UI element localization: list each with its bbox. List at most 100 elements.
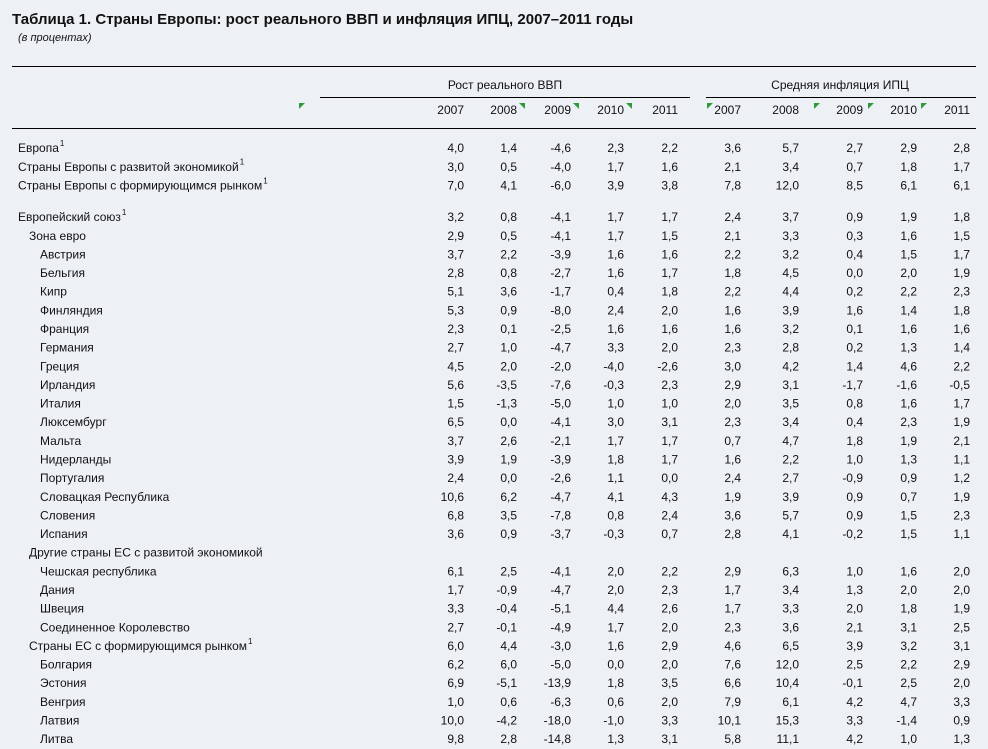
cell-value: 1,7 bbox=[724, 602, 741, 616]
cell-value: 3,2 bbox=[900, 639, 917, 653]
cell-value: 1,0 bbox=[447, 695, 464, 709]
cell-value: 2,0 bbox=[661, 341, 678, 355]
cell-value: 1,9 bbox=[953, 415, 970, 429]
row-label: Европа bbox=[18, 141, 59, 155]
footnote-ref: 1 bbox=[240, 158, 245, 167]
cell-value: 1,0 bbox=[607, 397, 624, 411]
cell-value: 0,0 bbox=[500, 415, 517, 429]
cell-value: 1,7 bbox=[607, 160, 624, 174]
cell-value: 6,1 bbox=[953, 178, 970, 192]
year-header: 2009 bbox=[544, 103, 571, 117]
cell-value: 3,6 bbox=[724, 141, 741, 155]
cell-value: 1,7 bbox=[661, 452, 678, 466]
cell-value: 0,4 bbox=[846, 415, 863, 429]
cell-value: 0,8 bbox=[500, 210, 517, 224]
cell-value: 4,7 bbox=[782, 434, 799, 448]
cell-value: 0,5 bbox=[500, 160, 517, 174]
row-label: Кипр bbox=[40, 285, 67, 299]
cell-value: 10,1 bbox=[718, 713, 742, 727]
cell-value: 1,5 bbox=[900, 527, 917, 541]
row-label: Ирландия bbox=[40, 378, 95, 392]
cell-value: 1,8 bbox=[724, 266, 741, 280]
cell-value: 3,5 bbox=[500, 508, 517, 522]
cell-value: -0,9 bbox=[496, 583, 517, 597]
cell-value: 3,2 bbox=[782, 247, 799, 261]
cell-value: 2,0 bbox=[953, 583, 970, 597]
cell-value: 1,8 bbox=[953, 210, 970, 224]
cell-value: 1,6 bbox=[661, 322, 678, 336]
cell-value: 0,0 bbox=[846, 266, 863, 280]
row-label: Дания bbox=[40, 583, 75, 597]
cell-value: 0,0 bbox=[500, 471, 517, 485]
row-label: Эстония bbox=[40, 676, 87, 690]
cell-value: 2,8 bbox=[447, 266, 464, 280]
cell-value: 2,9 bbox=[447, 229, 464, 243]
cell-value: 7,0 bbox=[447, 178, 464, 192]
cell-value: -13,9 bbox=[544, 676, 572, 690]
row-label: Европейский союз bbox=[18, 210, 121, 224]
cell-value: 2,0 bbox=[661, 658, 678, 672]
cell-value: 3,9 bbox=[782, 303, 799, 317]
cell-value: 3,1 bbox=[661, 732, 678, 746]
cell-value: 3,1 bbox=[953, 639, 970, 653]
cell-value: 6,1 bbox=[782, 695, 799, 709]
cell-value: 3,3 bbox=[782, 229, 799, 243]
group-header: Рост реального ВВП bbox=[448, 78, 562, 92]
cell-value: 0,4 bbox=[846, 247, 863, 261]
cell-value: 1,9 bbox=[953, 266, 970, 280]
cell-value: 4,2 bbox=[782, 359, 799, 373]
cell-value: 2,4 bbox=[724, 471, 741, 485]
cell-value: 2,9 bbox=[724, 564, 741, 578]
cell-value: 0,7 bbox=[846, 160, 863, 174]
cell-value: 0,0 bbox=[661, 471, 678, 485]
year-header: 2010 bbox=[597, 103, 624, 117]
cell-value: 2,5 bbox=[846, 658, 863, 672]
row-label: Финляндия bbox=[40, 303, 103, 317]
cell-value: 2,3 bbox=[953, 508, 970, 522]
cell-value: 6,0 bbox=[447, 639, 464, 653]
row-label: Латвия bbox=[40, 713, 79, 727]
cell-value: -8,0 bbox=[550, 303, 571, 317]
cell-value: 0,9 bbox=[500, 527, 517, 541]
cell-value: 3,9 bbox=[782, 490, 799, 504]
cell-value: 3,6 bbox=[724, 508, 741, 522]
cell-value: 5,8 bbox=[724, 732, 741, 746]
cell-value: 10,4 bbox=[776, 676, 800, 690]
cell-value: 2,0 bbox=[724, 397, 741, 411]
cell-value: 1,7 bbox=[607, 620, 624, 634]
cell-value: 2,0 bbox=[900, 266, 917, 280]
cell-value: 1,3 bbox=[846, 583, 863, 597]
cell-value: 1,9 bbox=[900, 434, 917, 448]
cell-value: 1,4 bbox=[846, 359, 863, 373]
cell-value: 2,3 bbox=[724, 341, 741, 355]
cell-value: 1,7 bbox=[661, 210, 678, 224]
year-header: 2008 bbox=[772, 103, 799, 117]
cell-value: 0,9 bbox=[846, 490, 863, 504]
cell-value: -1,7 bbox=[842, 378, 863, 392]
cell-value: 1,6 bbox=[724, 303, 741, 317]
cell-value: -3,7 bbox=[550, 527, 571, 541]
cell-value: 1,6 bbox=[661, 247, 678, 261]
cell-value: -4,9 bbox=[550, 620, 571, 634]
cell-value: 1,8 bbox=[900, 602, 917, 616]
cell-value: 3,0 bbox=[607, 415, 624, 429]
cell-value: 2,3 bbox=[607, 141, 624, 155]
cell-value: 4,4 bbox=[500, 639, 517, 653]
cell-value: -4,6 bbox=[550, 141, 571, 155]
cell-value: 2,2 bbox=[661, 564, 678, 578]
cell-value: 1,6 bbox=[900, 322, 917, 336]
footnote-ref: 1 bbox=[263, 176, 268, 185]
row-label: Другие страны ЕС с развитой экономикой bbox=[29, 546, 263, 560]
cell-value: -0,1 bbox=[496, 620, 517, 634]
cell-value: 2,8 bbox=[953, 141, 970, 155]
cell-value: 4,3 bbox=[661, 490, 678, 504]
row-label: Франция bbox=[40, 322, 89, 336]
cell-value: 5,3 bbox=[447, 303, 464, 317]
row-label: Страны ЕС с формирующимся рынком bbox=[29, 639, 247, 653]
cell-value: -6,0 bbox=[550, 178, 571, 192]
cell-value: 3,4 bbox=[782, 415, 799, 429]
cell-value: 6,2 bbox=[500, 490, 517, 504]
cell-value: 3,1 bbox=[782, 378, 799, 392]
cell-value: 3,1 bbox=[661, 415, 678, 429]
